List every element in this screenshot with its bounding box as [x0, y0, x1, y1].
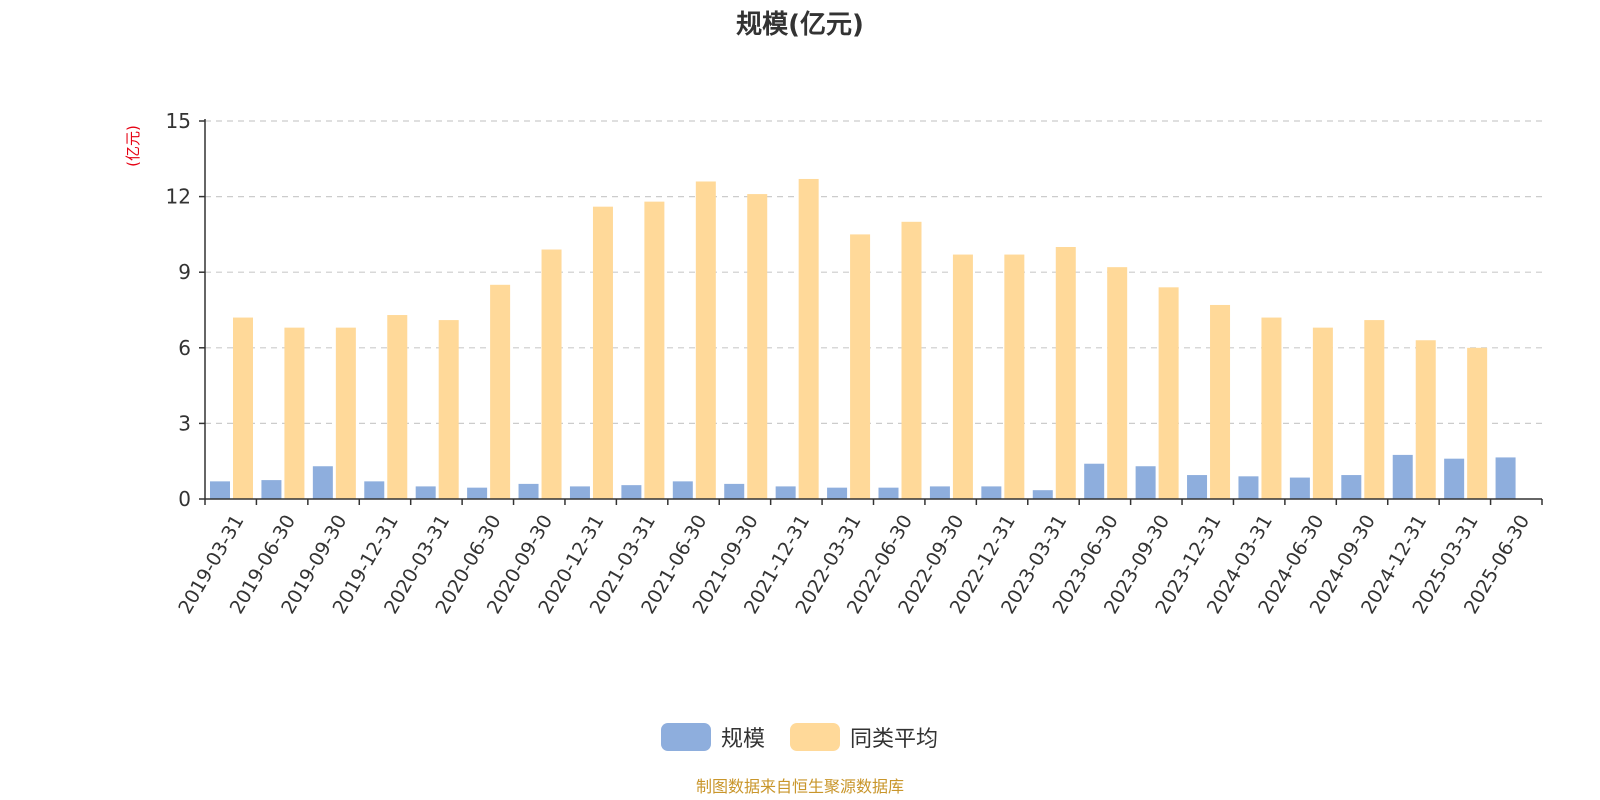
legend-label: 规模: [721, 727, 765, 752]
bar-peer-average: [747, 194, 768, 499]
bar-scale: [1135, 466, 1156, 499]
bar-peer-average: [901, 221, 922, 500]
bar-peer-average: [1158, 287, 1179, 499]
y-axis-unit-label: (亿元): [124, 125, 142, 167]
bar-peer-average: [952, 254, 973, 499]
bar-peer-average: [1210, 304, 1231, 499]
bar-scale: [467, 487, 488, 499]
bar-scale: [569, 486, 590, 499]
bar-peer-average: [541, 249, 562, 499]
bar-scale: [981, 486, 1002, 499]
bar-peer-average: [850, 234, 871, 499]
bar-scale: [724, 483, 745, 499]
bar-scale: [210, 481, 230, 499]
data-source-note: 制图数据来自恒生聚源数据库: [696, 777, 904, 796]
bar-peer-average: [233, 317, 253, 499]
bar-peer-average: [1004, 254, 1025, 499]
bar-peer-average: [592, 206, 613, 499]
y-tick-label: 15: [166, 109, 191, 133]
bar-scale: [1032, 490, 1053, 499]
bar-peer-average: [798, 178, 819, 499]
axes: [199, 119, 1543, 505]
bar-scale: [621, 485, 642, 499]
bar-scale: [1495, 457, 1516, 499]
bar-peer-average: [1261, 317, 1282, 499]
bar-peer-average: [1312, 327, 1333, 499]
y-tick-label: 3: [178, 411, 191, 435]
legend-swatch: [790, 723, 840, 751]
bar-peer-average: [335, 327, 356, 499]
bar-peer-average: [1107, 267, 1128, 499]
bar-peer-average: [1415, 340, 1436, 499]
bar-peer-average: [695, 181, 716, 500]
bar-scale: [1084, 463, 1105, 499]
bar-scale: [1187, 475, 1208, 499]
bar-scale: [827, 487, 848, 499]
x-axis-ticks: 2019-03-312019-06-302019-09-302019-12-31…: [174, 511, 1534, 618]
bar-peer-average: [644, 201, 665, 499]
bar-scale: [1392, 454, 1413, 499]
bar-scale: [364, 481, 385, 499]
bar-peer-average: [387, 315, 408, 499]
y-tick-label: 0: [178, 487, 191, 511]
bar-scale: [261, 480, 282, 499]
legend-label: 同类平均: [850, 727, 938, 752]
bar-scale: [1289, 477, 1310, 499]
bar-scale: [415, 486, 436, 499]
legend: 规模 同类平均: [661, 723, 938, 752]
bar-peer-average: [1364, 320, 1385, 499]
bar-scale: [1341, 475, 1362, 499]
bar-peer-average: [490, 284, 511, 499]
chart-title: 规模(亿元): [736, 10, 864, 40]
bars: [210, 178, 1516, 500]
bar-scale: [929, 486, 950, 499]
legend-swatch: [661, 723, 711, 751]
y-tick-label: 9: [178, 260, 191, 284]
bar-scale: [312, 466, 333, 499]
bar-scale: [775, 486, 796, 499]
y-tick-label: 6: [178, 336, 191, 360]
y-tick-label: 12: [166, 185, 191, 209]
bar-scale: [672, 481, 693, 499]
bar-scale: [1444, 458, 1465, 499]
y-axis-ticks: 0 3 6 9 12 15: [166, 109, 191, 511]
bar-peer-average: [1055, 247, 1076, 499]
bar-scale: [1238, 476, 1259, 499]
bar-scale: [518, 483, 539, 499]
bar-scale: [878, 487, 899, 499]
bar-peer-average: [1467, 347, 1488, 499]
bar-peer-average: [284, 327, 305, 499]
bar-peer-average: [438, 320, 459, 499]
